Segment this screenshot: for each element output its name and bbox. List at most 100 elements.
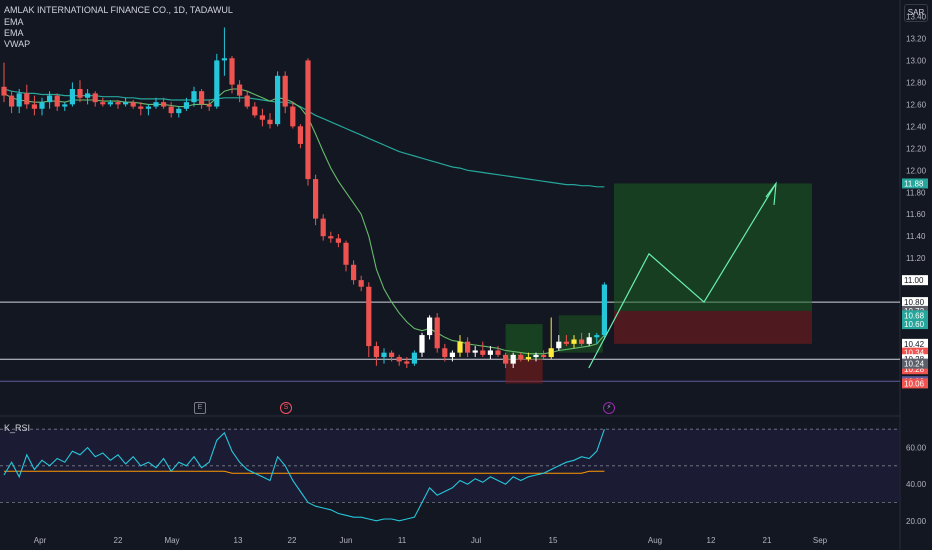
candle-body [525, 357, 531, 360]
x-tick-label: Sep [813, 536, 828, 545]
price-label: 10.42 [902, 338, 928, 349]
price-label-text: 10.24 [904, 360, 925, 369]
candle-body [31, 104, 37, 109]
rsi-title: K_RSI [4, 423, 31, 433]
price-label-text: 10.28 [904, 365, 925, 374]
price-tick-label: 13.00 [906, 56, 927, 65]
candle-body [373, 346, 379, 358]
candle-body [275, 75, 281, 125]
candle-body [434, 317, 440, 349]
candle-body [221, 58, 227, 61]
rsi-tick-label: 40.00 [906, 480, 927, 489]
price-label-text: 10.80 [904, 298, 925, 307]
candle-body [442, 348, 448, 358]
projection-arrow [588, 183, 777, 369]
price-label-bg [902, 275, 928, 286]
candle-body [123, 102, 129, 105]
price-tick-label: 12.60 [906, 100, 927, 109]
news-event-icon[interactable]: ⚡ [603, 402, 615, 414]
split-event-icon[interactable]: S [280, 402, 292, 414]
price-tick-label: 11.40 [906, 232, 926, 241]
x-tick-label: May [164, 536, 179, 545]
indicator-ema-slow-label[interactable]: EMA [4, 28, 24, 38]
candle-body [495, 350, 501, 355]
price-label-bg [902, 364, 928, 375]
rsi-tick-label: 20.00 [906, 517, 927, 526]
price-label: 11.88 [902, 178, 928, 189]
candle-body [130, 102, 136, 107]
candle-body [533, 354, 539, 358]
price-label-bg [902, 358, 928, 369]
price-tick-label: 11.20 [906, 254, 926, 263]
candle-body [563, 341, 569, 344]
candle-body [305, 60, 311, 180]
price-label: 10.80 [902, 297, 928, 308]
candle-body [77, 88, 83, 98]
candle-body [358, 280, 364, 287]
price-label-bg [902, 297, 928, 308]
candle-body [343, 242, 349, 265]
ema-slow-line [3, 88, 605, 188]
price-label-text: 10.42 [904, 340, 925, 349]
candle-body [449, 352, 455, 358]
candle-body [282, 75, 288, 107]
x-tick-label: Jul [471, 536, 481, 545]
x-tick-label: 15 [549, 536, 558, 545]
price-label: 10.68 [902, 310, 928, 321]
candle-body [510, 354, 516, 364]
indicator-vwap-label[interactable]: VWAP [4, 39, 31, 49]
price-label: 10.60 [902, 319, 928, 330]
candle-body [62, 104, 68, 107]
candle-body [335, 238, 341, 243]
price-label-text: 11.00 [904, 276, 924, 285]
currency-button[interactable]: SAR [904, 4, 928, 22]
candle-body [601, 284, 607, 336]
candle-body [541, 354, 547, 358]
candle-body [586, 337, 592, 344]
x-tick-label: 22 [114, 536, 123, 545]
price-tick-label: 12.20 [906, 144, 927, 153]
candle-body [47, 95, 53, 103]
candle-body [472, 350, 478, 353]
candle-body [176, 108, 182, 114]
candle-body [92, 93, 98, 103]
candle-body [389, 352, 395, 358]
price-label-text: 10.68 [904, 311, 925, 320]
candle-body [161, 102, 167, 107]
rsi-signal-line [4, 470, 605, 474]
earnings-event-icon[interactable]: E [194, 402, 206, 414]
rsi-line [3, 429, 605, 522]
candle-body [69, 88, 75, 105]
candle-body [457, 341, 463, 353]
candle-body [548, 348, 554, 358]
candle-body [39, 102, 45, 109]
candle-body [206, 104, 212, 107]
candle-body [259, 115, 265, 120]
candle-body [313, 179, 319, 219]
candle-body [237, 84, 243, 96]
candle-body [419, 335, 425, 353]
indicator-ema-fast-label[interactable]: EMA [4, 17, 24, 27]
candle-body [191, 91, 197, 103]
candle-body [396, 357, 402, 362]
price-tick-label: 13.40 [906, 12, 927, 21]
price-label-bg [902, 319, 928, 330]
candle-body [518, 354, 524, 360]
x-tick-label: Aug [648, 536, 662, 545]
price-label: 10.34 [902, 347, 928, 358]
candle-body [381, 352, 387, 358]
ema-fast-line [3, 88, 605, 355]
price-label-text: 10.34 [904, 349, 925, 358]
candle-body [100, 102, 106, 105]
x-tick-label: 22 [288, 536, 297, 545]
price-tick-label: 11.80 [906, 188, 926, 197]
take-profit-zone [614, 183, 812, 311]
candle-body [503, 354, 509, 364]
price-tick-label: 12.00 [906, 166, 927, 175]
price-label-text: 10.60 [904, 320, 925, 329]
candle-body [290, 106, 296, 127]
x-tick-label: 12 [707, 536, 716, 545]
price-label: 11.00 [902, 275, 928, 286]
candle-body [411, 352, 417, 364]
